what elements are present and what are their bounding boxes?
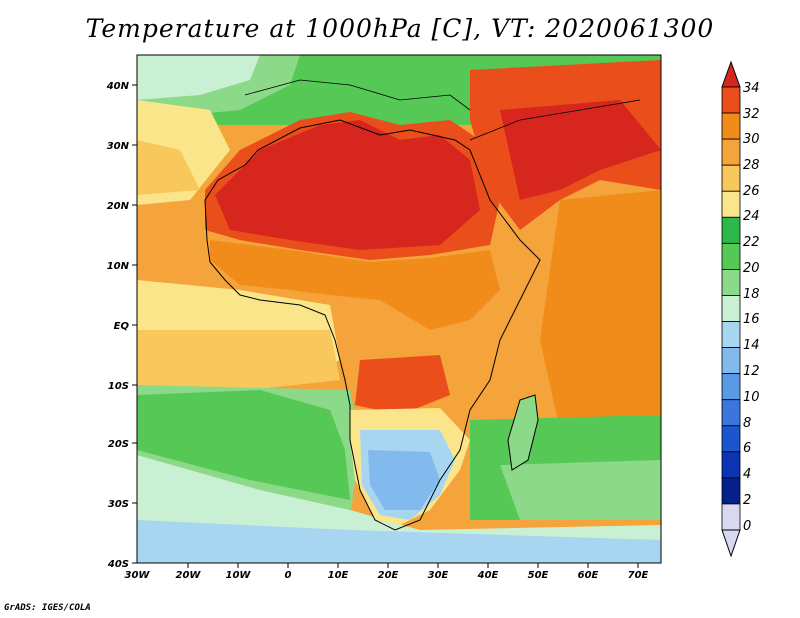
colorbar-label: 2 (743, 493, 751, 508)
lon-label: 70E (628, 570, 649, 581)
lon-label: 50E (528, 570, 549, 581)
colorbar-label: 0 (743, 519, 751, 534)
lat-label: 40N (106, 81, 130, 92)
colorbar-segment (721, 477, 741, 505)
colorbar-label: 30 (743, 132, 760, 147)
colorbar-bottom-arrow (721, 529, 741, 558)
colorbar-label: 12 (743, 364, 760, 379)
colorbar-label: 4 (743, 467, 751, 482)
lon-label: 10E (328, 570, 349, 581)
colorbar-segment (721, 86, 741, 114)
colorbar-label: 32 (743, 107, 760, 122)
lon-label: 30E (428, 570, 449, 581)
colorbar-segment (721, 190, 741, 218)
axis-ticks (132, 84, 639, 568)
colorbar-top-arrow (721, 60, 741, 88)
lat-label: 30S (108, 499, 129, 510)
colorbar-label: 34 (743, 81, 760, 96)
lat-label: 20S (108, 439, 129, 450)
colorbar-segment (721, 425, 741, 453)
lat-label: 40S (107, 559, 129, 570)
colorbar-segment (721, 295, 741, 322)
map-title: Temperature at 1000hPa [C], VT: 20200613… (85, 14, 715, 43)
map-plot-area (137, 55, 661, 563)
colorbar-label: 18 (743, 287, 760, 302)
lon-label: 0 (285, 570, 292, 581)
colorbar-segment (721, 373, 741, 401)
lon-label: 30W (125, 570, 151, 581)
lat-label: 20N (107, 201, 130, 212)
colorbar-segment (721, 321, 741, 348)
colorbar-label: 16 (743, 312, 760, 327)
colorbar-segment (721, 347, 741, 375)
colorbar-segment (721, 503, 741, 531)
lat-label: 30N (107, 141, 130, 152)
lon-label: 60E (578, 570, 599, 581)
lon-label: 20E (378, 570, 399, 581)
colorbar-segment (721, 242, 741, 270)
colorbar: 34 32 30 28 26 24 22 20 18 16 14 12 10 8… (721, 60, 760, 558)
lon-label: 10W (226, 570, 252, 581)
lat-label: 10S (108, 381, 129, 392)
colorbar-segment (721, 164, 741, 192)
colorbar-segment (721, 112, 741, 140)
lon-label: 20W (176, 570, 202, 581)
colorbar-label: 14 (743, 338, 760, 353)
latitude-labels: 40N 30N 20N 10N EQ 10S 20S 30S 40S (106, 81, 130, 570)
colorbar-label: 10 (743, 390, 760, 405)
map-frame (136, 54, 662, 564)
colorbar-label: 24 (743, 209, 760, 224)
lat-label: 10N (107, 261, 130, 272)
colorbar-label: 20 (743, 261, 760, 276)
longitude-labels: 30W 20W 10W 0 10E 20E 30E 40E 50E 60E 70… (125, 570, 649, 581)
colorbar-segment (721, 138, 741, 166)
lon-label: 40E (477, 570, 499, 581)
colorbar-label: 8 (743, 416, 751, 431)
grads-credit: GrADS: IGES/COLA (4, 603, 91, 613)
lat-label: EQ (114, 321, 130, 332)
colorbar-segment (721, 216, 741, 244)
colorbar-segment (721, 399, 741, 427)
colorbar-label: 22 (743, 235, 760, 250)
colorbar-label: 26 (743, 184, 760, 199)
colorbar-label: 6 (743, 441, 751, 456)
colorbar-segment (721, 269, 741, 296)
colorbar-label: 28 (743, 158, 760, 173)
colorbar-segment (721, 451, 741, 479)
